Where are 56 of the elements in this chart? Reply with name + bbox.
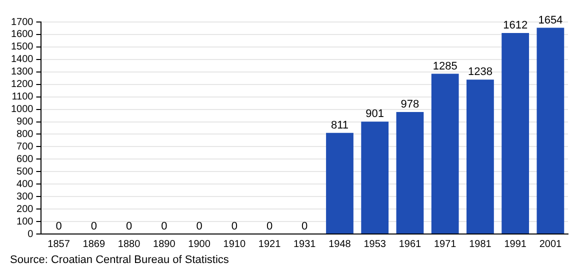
x-tick-label: 1991 [504, 238, 527, 250]
y-tick-label: 500 [16, 166, 34, 178]
y-tick-label: 300 [16, 191, 34, 202]
y-tick-label: 0 [28, 228, 34, 240]
x-tick-label: 1880 [118, 238, 141, 250]
x-tick-label: 1971 [434, 238, 457, 250]
x-tick-label: 1869 [82, 238, 106, 250]
y-tick-label: 1600 [10, 29, 34, 40]
x-tick-label: 1981 [469, 238, 492, 250]
y-tick-label: 200 [16, 204, 34, 215]
data-label: 1612 [503, 20, 528, 32]
bar [361, 122, 389, 234]
y-tick-label: 900 [16, 116, 34, 128]
y-tick-label: 600 [16, 154, 34, 165]
data-label: 0 [90, 220, 97, 233]
bar [326, 132, 354, 234]
y-tick-label: 1500 [10, 42, 34, 53]
data-label: 1654 [538, 14, 563, 26]
y-tick-label: 100 [16, 216, 34, 228]
x-tick-label: 1948 [328, 238, 352, 250]
y-tick-label: 800 [16, 128, 34, 140]
data-label: 901 [366, 108, 384, 120]
data-label: 978 [400, 98, 420, 111]
x-tick-label: 1890 [153, 238, 176, 250]
data-label: 0 [56, 220, 62, 233]
y-tick-label: 1100 [12, 92, 34, 103]
bar [431, 74, 459, 234]
x-tick-label: 1921 [258, 238, 282, 250]
source-note: Source: Croatian Central Bureau of Statistics [9, 254, 230, 266]
x-tick-label: 2001 [539, 238, 562, 250]
x-tick-label: 1900 [188, 238, 211, 250]
data-label: 0 [161, 220, 168, 233]
x-tick-label: 1931 [294, 238, 316, 250]
x-tick-label: 1953 [364, 238, 386, 250]
x-tick-label: 1857 [48, 238, 70, 250]
data-label: 811 [330, 119, 349, 132]
y-tick-label: 1700 [10, 16, 34, 28]
data-label: 1238 [468, 66, 492, 78]
y-tick-label: 1000 [10, 104, 34, 116]
data-label: 1285 [432, 60, 458, 72]
bar [396, 112, 424, 234]
x-tick-label: 1910 [223, 238, 246, 250]
y-tick-label: 1200 [10, 79, 34, 90]
data-label: 0 [231, 220, 238, 233]
data-label: 0 [266, 220, 273, 233]
data-label: 0 [302, 220, 308, 233]
y-tick-label: 1300 [10, 66, 34, 78]
bar [536, 28, 564, 234]
x-tick-label: 1961 [398, 238, 422, 250]
y-tick-label: 700 [16, 141, 34, 152]
data-label: 0 [126, 220, 132, 233]
bar [466, 80, 494, 234]
data-label: 0 [196, 220, 202, 233]
y-tick-label: 400 [16, 178, 34, 190]
bar [502, 32, 530, 234]
y-tick-label: 1400 [10, 54, 34, 66]
